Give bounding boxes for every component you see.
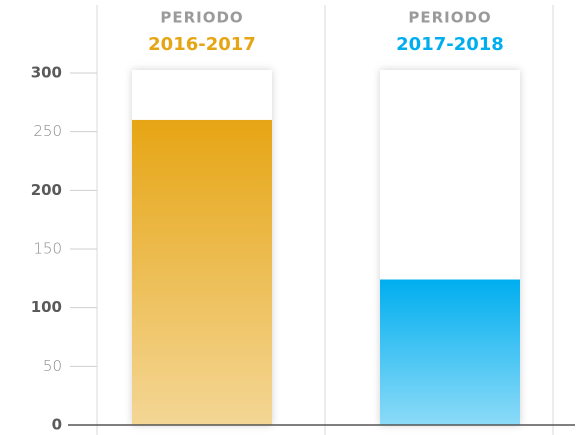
x-tick-label: 2017-2018 bbox=[396, 34, 504, 55]
y-tick-label: 100 bbox=[31, 298, 62, 316]
bar bbox=[132, 119, 272, 425]
bar bbox=[380, 279, 520, 425]
y-tick-label: 300 bbox=[31, 64, 62, 82]
period-label: PERIODO bbox=[408, 9, 491, 27]
y-tick-label: 0 bbox=[52, 416, 62, 434]
y-tick-label: 200 bbox=[31, 181, 62, 199]
period-label: PERIODO bbox=[160, 9, 243, 27]
y-tick-label: 150 bbox=[33, 240, 62, 258]
x-tick-label: 2016-2017 bbox=[148, 34, 256, 55]
y-tick-label: 250 bbox=[33, 122, 62, 140]
y-tick-label: 50 bbox=[43, 357, 62, 375]
